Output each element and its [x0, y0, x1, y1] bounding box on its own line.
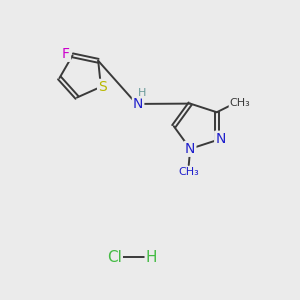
Text: N: N [133, 97, 143, 111]
Text: N: N [185, 142, 195, 156]
Text: H: H [138, 88, 146, 98]
Text: S: S [98, 80, 107, 94]
Text: CH₃: CH₃ [178, 167, 199, 177]
Text: CH₃: CH₃ [230, 98, 250, 108]
Text: Cl: Cl [107, 250, 122, 265]
Text: N: N [215, 132, 226, 146]
Text: F: F [62, 47, 70, 61]
Text: H: H [146, 250, 157, 265]
